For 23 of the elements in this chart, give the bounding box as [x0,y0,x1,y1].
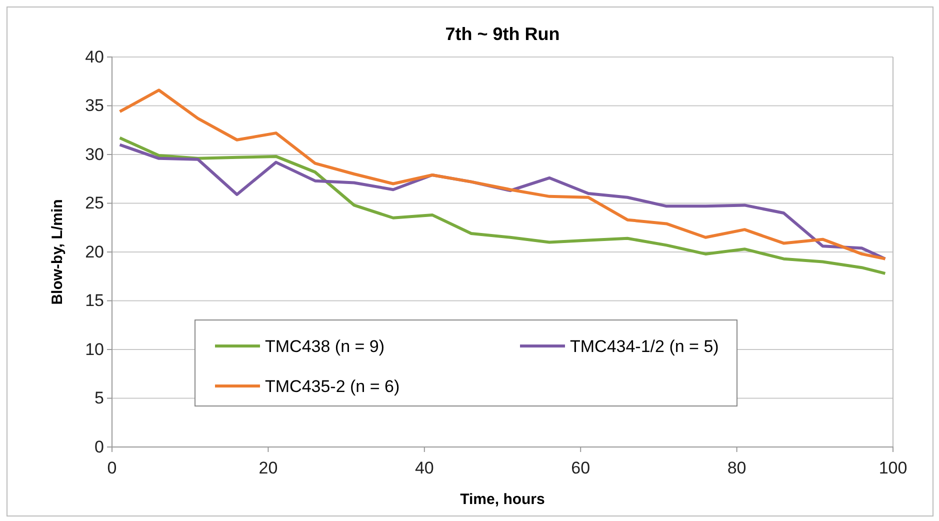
x-tick-label: 60 [571,458,590,478]
chart-title: 7th ~ 9th Run [445,24,560,44]
x-tick-label: 20 [258,458,278,478]
y-tick-label: 40 [85,47,104,66]
x-tick-label: 40 [414,458,434,478]
y-tick-label: 30 [85,144,104,164]
y-tick-label: 20 [85,242,104,262]
x-tick-label: 0 [107,458,117,478]
y-tick-label: 5 [94,388,104,408]
x-axis-title: Time, hours [460,491,545,508]
line-series [118,88,887,260]
legend-label: TMC434-1/2 (n = 5) [570,337,719,356]
y-axis-title: Blow-by, L/min [49,199,66,305]
line-series [118,136,887,275]
y-tick-label: 10 [85,340,104,359]
x-tick-label: 100 [878,458,908,478]
y-tick-label: 25 [85,194,104,213]
y-tick-label: 35 [85,96,104,116]
legend-label: TMC438 (n = 9) [265,337,385,356]
y-tick-label: 0 [94,437,104,456]
legend-label: TMC435-2 (n = 6) [265,377,400,396]
y-tick-label: 15 [85,291,104,310]
x-tick-label: 80 [727,458,746,478]
